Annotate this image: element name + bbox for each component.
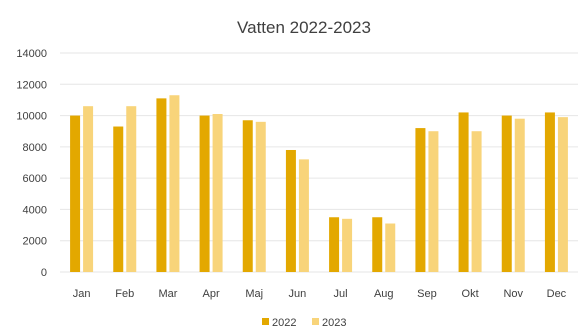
bar-2023-okt [471,131,482,272]
bar-2022-aug [372,217,383,272]
y-axis: 0 2000 4000 6000 8000 10000 12000 14000 [16,48,47,279]
bar-2023-jul [342,218,353,272]
x-tick-label: Jan [73,288,91,300]
bar-2023-apr [212,114,223,272]
legend-swatch-2022 [262,318,269,325]
x-tick-label: Dec [547,288,567,300]
legend-label-2022: 2022 [272,317,296,329]
x-tick-label: Jun [289,288,307,300]
bar-2022-sep [415,128,426,272]
bar-2022-dec [544,112,555,272]
x-tick-label: Apr [203,288,220,300]
bar-2023-maj [255,121,266,272]
bar-2023-aug [385,223,396,272]
bar-2023-sep [428,131,439,272]
y-tick-label: 2000 [23,236,47,248]
x-tick-label: Mar [158,288,177,300]
x-tick-label: Nov [503,288,523,300]
bar-2022-feb [113,126,124,273]
bar-2023-nov [514,118,525,272]
bar-2023-jan [83,106,94,272]
bar-2022-okt [458,112,469,272]
chart-title: Vatten 2022-2023 [237,18,371,37]
y-tick-label: 6000 [23,173,47,185]
legend-label-2023: 2023 [322,317,346,329]
x-tick-label: Maj [245,288,263,300]
bar-2022-nov [501,115,512,272]
legend: 2022 2023 [262,317,346,329]
x-tick-label: Okt [462,288,479,300]
y-tick-label: 0 [41,267,47,279]
legend-swatch-2023 [312,318,319,325]
bar-2022-mar [156,98,167,272]
y-tick-label: 10000 [16,111,47,123]
bar-2022-jan [70,115,81,272]
bar-2022-jun [285,149,296,272]
y-tick-label: 12000 [16,79,47,91]
x-axis: Jan Feb Mar Apr Maj Jun Jul Aug Sep Okt Nov Dec [73,288,567,300]
bar-2023-dec [557,117,568,272]
bar-2022-apr [199,115,210,272]
x-tick-label: Sep [417,288,437,300]
bar-2023-feb [126,106,137,272]
x-tick-label: Feb [115,288,134,300]
gridlines [60,52,578,273]
bar-2023-mar [169,95,180,272]
bars [70,95,568,273]
y-tick-label: 8000 [23,142,47,154]
x-tick-label: Jul [334,288,348,300]
y-tick-label: 14000 [16,48,47,60]
x-tick-label: Aug [374,288,394,300]
bar-2022-jul [329,217,340,272]
bar-2022-maj [242,120,253,272]
y-tick-label: 4000 [23,204,47,216]
bar-2023-jun [298,159,309,272]
